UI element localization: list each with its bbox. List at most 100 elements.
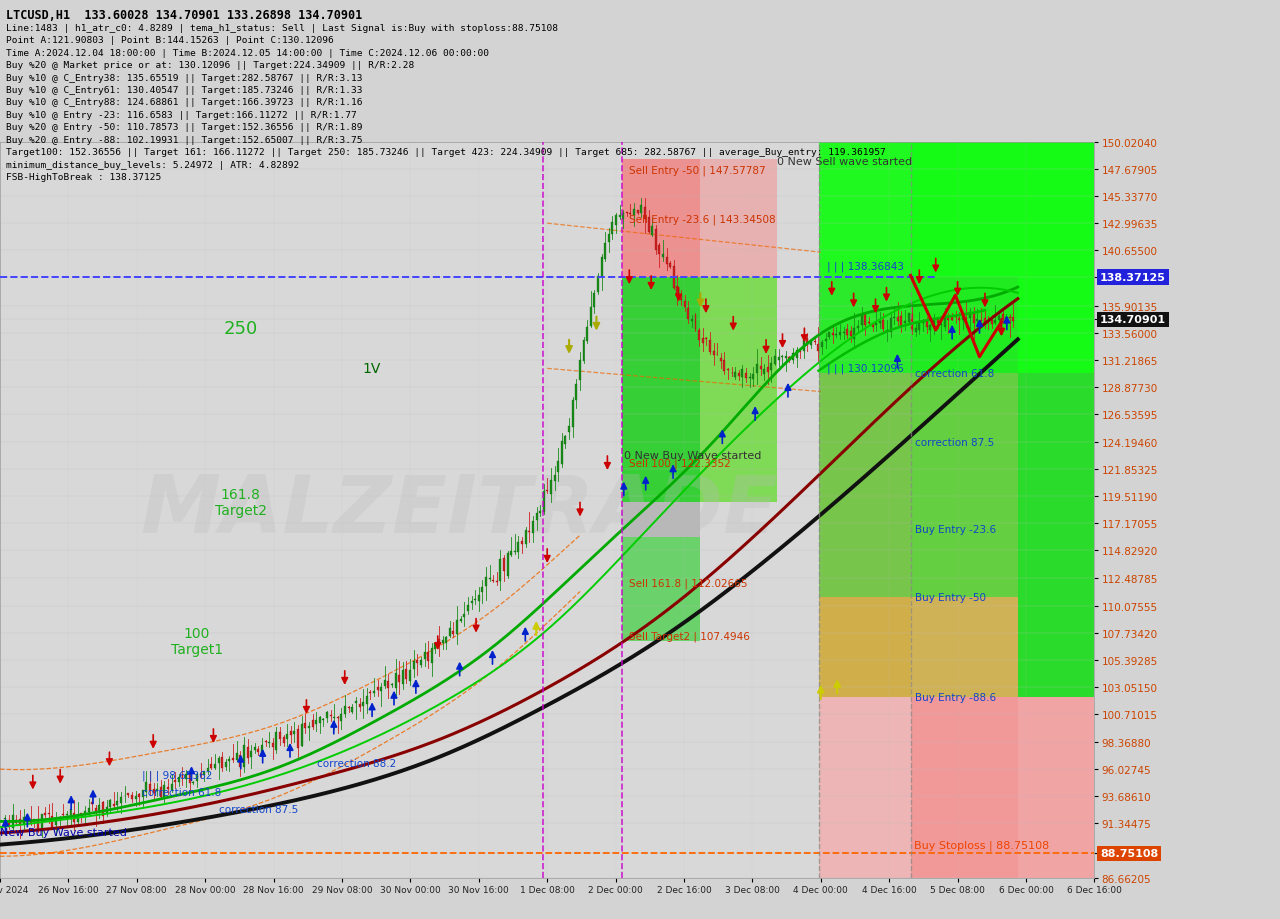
Bar [814,342,815,343]
Bar [554,475,556,482]
Bar [774,357,776,365]
Bar [261,745,262,754]
Bar [662,255,664,258]
Bar [1012,318,1015,322]
Bar [489,578,490,579]
Text: 0 New Sell wave started: 0 New Sell wave started [777,156,913,166]
Bar [485,578,486,586]
Bar [579,360,581,380]
Bar [232,758,234,760]
Bar [207,767,209,771]
Bar [763,369,765,374]
Bar [676,287,678,296]
Text: Buy Entry -88.6: Buy Entry -88.6 [915,692,996,702]
Bar [1018,373,1100,698]
Bar [1009,318,1011,319]
Text: Sell 161.8 | 112.02665: Sell 161.8 | 112.02665 [630,578,748,588]
Bar [910,597,1018,698]
Bar [41,814,42,831]
Bar [275,732,278,750]
Bar [160,788,161,798]
Bar [850,332,851,336]
Bar [900,316,902,327]
Text: Sell Entry -23.6 | 143.34508: Sell Entry -23.6 | 143.34508 [630,215,776,225]
Bar [477,595,480,601]
Bar [658,245,660,255]
Bar [63,814,64,815]
Bar [799,352,801,353]
Bar [705,339,708,340]
Text: Target100: 152.36556 || Target 161: 166.11272 || Target 250: 185.73246 || Target: Target100: 152.36556 || Target 161: 166.… [6,148,886,157]
Bar [810,342,812,346]
Bar [460,619,462,621]
Bar [513,551,516,552]
Bar [876,323,877,326]
Bar [4,819,6,820]
Bar [915,329,916,333]
Text: correction 61.8: correction 61.8 [142,787,221,797]
Bar [648,218,649,233]
Bar [564,437,567,445]
Bar [77,814,78,823]
Bar [947,317,950,321]
Bar [271,743,274,747]
Bar [655,230,657,250]
Text: Time A:2024.12.04 18:00:00 | Time B:2024.12.05 14:00:00 | Time C:2024.12.06 00:0: Time A:2024.12.04 18:00:00 | Time B:2024… [6,49,489,58]
Bar [344,706,346,714]
Bar [961,317,964,321]
Bar [471,601,472,603]
Bar [819,373,910,597]
Bar [330,715,332,717]
Text: | | | 98.65362: | | | 98.65362 [142,769,212,780]
Bar [882,321,884,330]
Bar [120,797,122,802]
Bar [315,720,317,724]
Bar [572,401,573,427]
Bar [362,702,364,706]
Bar [196,774,198,781]
Bar [759,367,762,369]
Bar [824,340,827,342]
Bar [402,670,404,685]
Bar [547,491,548,492]
Bar [543,492,545,513]
Bar [586,328,588,342]
Text: Buy %20 @ Entry -50: 110.78573 || Target:152.36556 || R/R:1.89: Buy %20 @ Entry -50: 110.78573 || Target… [6,123,364,132]
Bar [919,322,920,331]
Bar [420,660,422,665]
Text: MALZEITRADE: MALZEITRADE [141,471,778,549]
Bar [535,514,538,520]
Bar [820,343,823,348]
Bar [695,316,696,330]
Bar [493,581,494,582]
Text: Buy %20 @ Entry -88: 102.19931 || Target:152.65007 || R/R:3.75: Buy %20 @ Entry -88: 102.19931 || Target… [6,135,364,144]
Bar [412,662,415,669]
Bar [358,705,361,707]
Bar [622,278,700,503]
Bar [854,329,855,339]
Bar [467,606,468,611]
Bar [65,814,68,815]
Bar [600,257,603,278]
Bar [297,729,300,749]
Bar [170,785,173,790]
Bar [511,550,512,556]
Bar [87,809,90,811]
Bar [640,206,643,213]
Bar [73,812,76,822]
Bar [745,374,748,379]
Bar [666,257,668,265]
Bar [200,774,201,775]
Text: Buy %20 @ Market price or at: 130.12096 || Target:224.34909 || R/R:2.28: Buy %20 @ Market price or at: 130.12096 … [6,61,415,70]
Bar [771,364,772,370]
Bar [308,726,310,729]
Bar [951,318,954,320]
Bar [438,639,440,642]
Bar [1018,698,1100,878]
Bar [204,771,205,776]
Bar [910,142,1018,278]
Bar [113,804,115,806]
Bar [673,267,675,289]
Bar [366,697,367,704]
Bar [106,807,108,814]
